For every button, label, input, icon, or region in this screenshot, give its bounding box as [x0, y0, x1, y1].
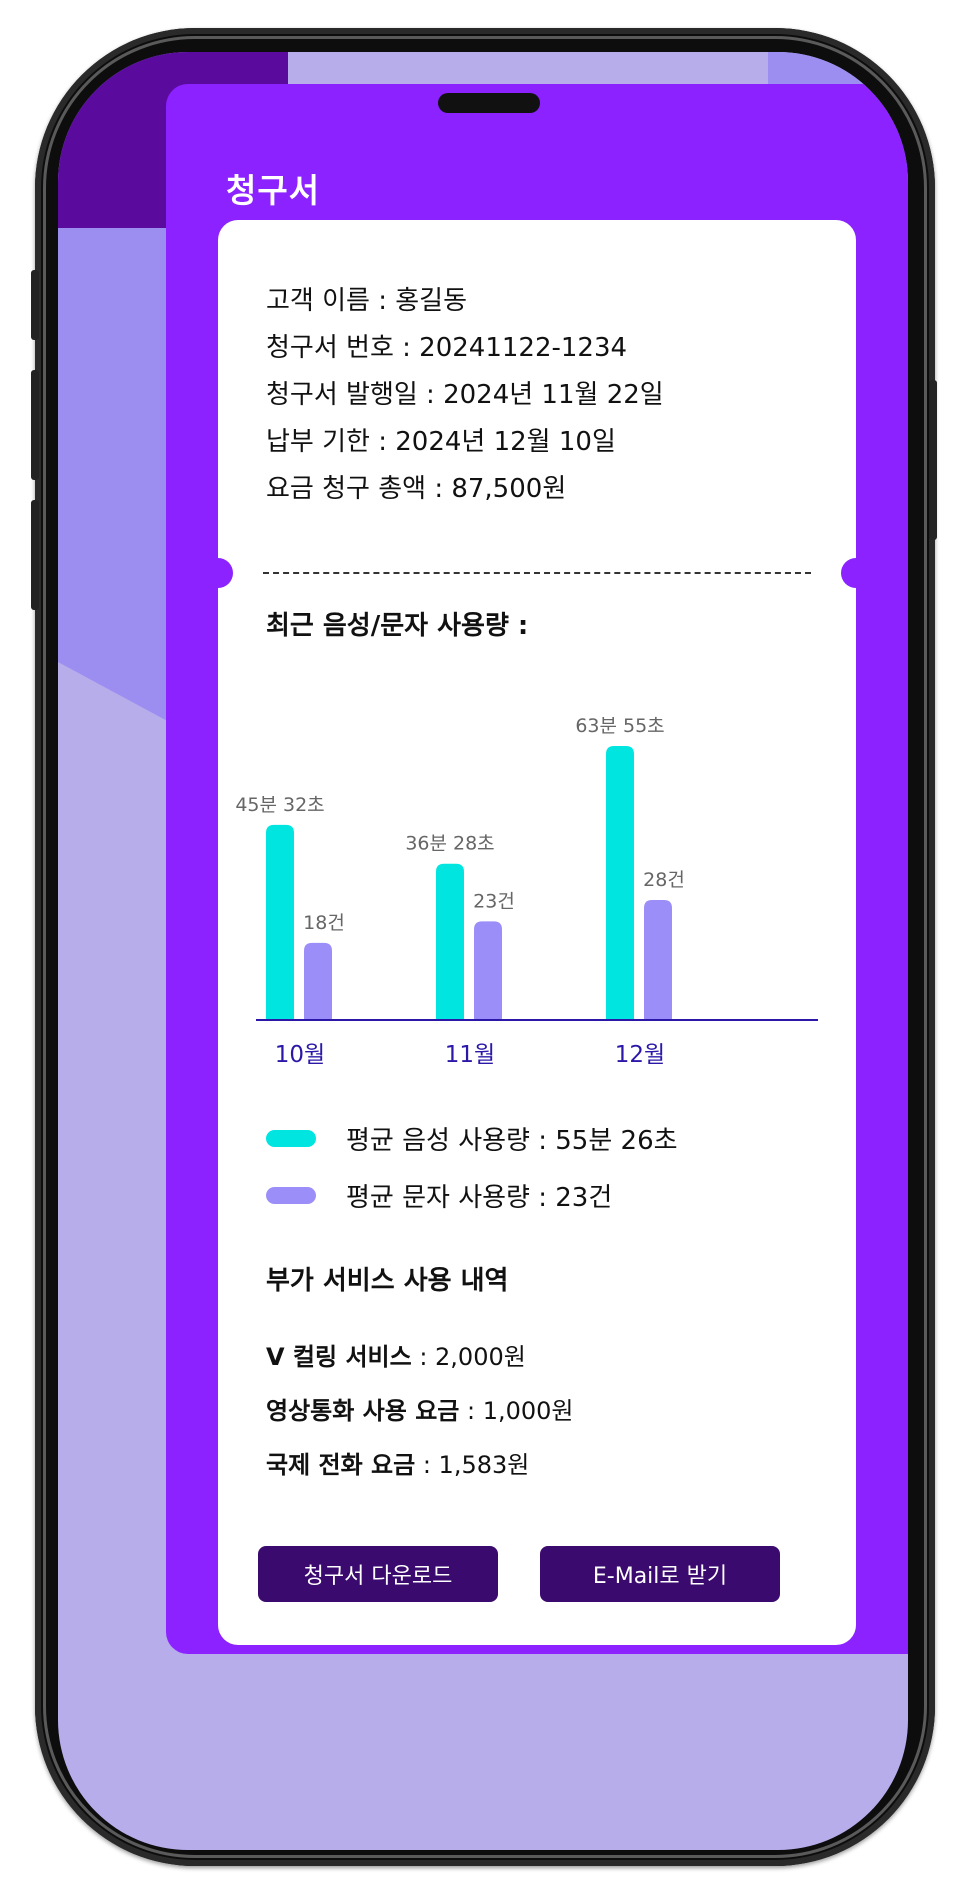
service-price: : 2,000원 [411, 1343, 526, 1371]
bill-panel: 청구서 고객 이름 : 홍길동 청구서 번호 : 20241122-1234 청… [166, 84, 908, 1654]
bar-value-label: 28건 [643, 869, 685, 891]
sms-bar [304, 942, 332, 1020]
voice-bar [266, 824, 294, 1020]
bar-value-label: 45분 32초 [235, 794, 324, 816]
legend-item-voice: 평균 음성 사용량 : 55분 26초 [266, 1110, 678, 1167]
service-price: : 1,000원 [459, 1397, 574, 1425]
legend-swatch-sms [266, 1187, 316, 1204]
services-title: 부가 서비스 사용 내역 [266, 1266, 509, 1296]
service-price: : 1,583원 [415, 1451, 530, 1479]
service-item: 영상통화 사용 요금 : 1,000원 [266, 1384, 574, 1438]
legend-item-sms: 평균 문자 사용량 : 23건 [266, 1167, 678, 1224]
x-tick-label: 11월 [445, 1042, 495, 1068]
customer-name: 고객 이름 : 홍길동 [266, 286, 467, 316]
services-list: V 컬링 서비스 : 2,000원 영상통화 사용 요금 : 1,000원 국제… [266, 1330, 574, 1492]
phone-notch [438, 93, 540, 113]
bill-number: 청구서 번호 : 20241122-1234 [266, 333, 628, 363]
side-button [31, 370, 39, 480]
phone-screen: 청구서 고객 이름 : 홍길동 청구서 번호 : 20241122-1234 청… [58, 52, 908, 1850]
bar-value-label: 36분 28초 [405, 833, 494, 855]
issue-date: 청구서 발행일 : 2024년 11월 22일 [266, 380, 664, 410]
background-shape [768, 52, 908, 86]
dashed-divider [263, 572, 811, 574]
total-amount: 요금 청구 총액 : 87,500원 [266, 474, 567, 504]
page-title: 청구서 [226, 171, 321, 210]
service-name: V 컬링 서비스 [266, 1343, 412, 1371]
service-name: 국제 전화 요금 [266, 1451, 416, 1479]
due-date: 납부 기한 : 2024년 12월 10일 [266, 427, 616, 457]
chart-legend: 평균 음성 사용량 : 55분 26초 평균 문자 사용량 : 23건 [266, 1110, 678, 1224]
legend-label-sms: 평균 문자 사용량 : 23건 [346, 1183, 613, 1213]
side-button [31, 270, 39, 340]
email-bill-button[interactable]: E-Mail로 받기 [540, 1546, 780, 1602]
voice-bar [436, 863, 464, 1020]
usage-title: 최근 음성/문자 사용량 : [266, 611, 529, 641]
sms-bar [474, 921, 502, 1020]
bar-value-label: 63분 55초 [575, 715, 664, 737]
bill-card: 고객 이름 : 홍길동 청구서 번호 : 20241122-1234 청구서 발… [203, 220, 871, 1645]
side-button [929, 380, 937, 540]
usage-chart: 45분 32초 18건 10월 36분 28초 23건 11월 63분 55초 28건 12월 [235, 715, 818, 1068]
sms-bar [644, 900, 672, 1020]
service-item: 국제 전화 요금 : 1,583원 [266, 1438, 574, 1492]
ticket-notch-left [203, 558, 233, 588]
phone-rim [43, 36, 927, 1858]
voice-bar [606, 746, 634, 1020]
x-tick-label: 12월 [615, 1042, 665, 1068]
service-item: V 컬링 서비스 : 2,000원 [266, 1330, 574, 1384]
download-bill-button[interactable]: 청구서 다운로드 [258, 1546, 498, 1602]
x-tick-label: 10월 [275, 1042, 325, 1068]
bar-value-label: 23건 [473, 890, 515, 912]
bar-value-label: 18건 [303, 912, 345, 934]
legend-label-voice: 평균 음성 사용량 : 55분 26초 [346, 1126, 678, 1156]
bill-info: 고객 이름 : 홍길동 청구서 번호 : 20241122-1234 청구서 발… [266, 278, 664, 513]
side-button [31, 500, 39, 610]
legend-swatch-voice [266, 1130, 316, 1147]
ticket-notch-right [841, 558, 871, 588]
service-name: 영상통화 사용 요금 [266, 1397, 460, 1425]
